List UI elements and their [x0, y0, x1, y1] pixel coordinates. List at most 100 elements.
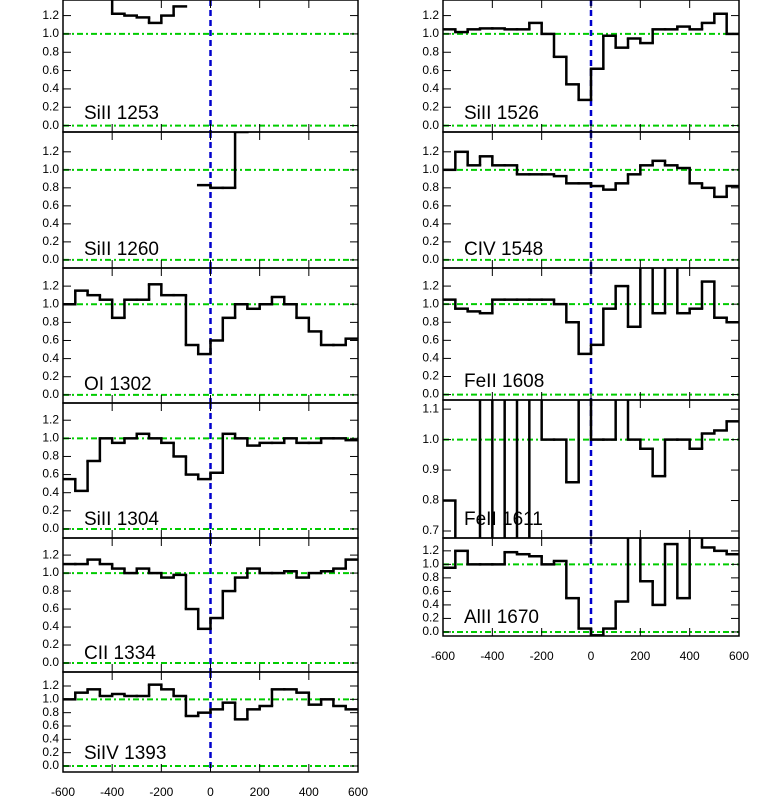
y-tick-label: 0.2	[42, 99, 59, 113]
y-tick-label: 0.6	[42, 63, 59, 77]
y-tick-label: 0.2	[42, 234, 59, 248]
y-tick-label: 0.0	[422, 387, 439, 401]
y-tick-label: 0.8	[42, 583, 59, 597]
x-tick-label: -200	[149, 785, 173, 799]
y-tick-label: 0.6	[42, 333, 59, 347]
panel	[443, 400, 739, 538]
y-tick-label: 0.0	[422, 118, 439, 132]
y-tick-label: 0.6	[422, 63, 439, 77]
y-tick-label: 0.2	[42, 369, 59, 383]
y-tick-label: 0.0	[422, 624, 439, 638]
y-tick-label: 0.4	[42, 81, 59, 95]
x-tick-label: 0	[207, 785, 214, 799]
y-tick-label: 0.6	[422, 584, 439, 598]
panel	[63, 538, 358, 672]
y-tick-label: 1.2	[42, 8, 59, 22]
y-tick-label: 0.9	[422, 462, 439, 476]
x-tick-label: 0	[588, 649, 595, 663]
y-tick-label: 0.0	[42, 252, 59, 266]
y-tick-label: 0.8	[422, 314, 439, 328]
y-tick-label: 1.0	[422, 162, 439, 176]
y-tick-label: 0.8	[422, 570, 439, 584]
y-tick-label: 1.0	[42, 431, 59, 445]
y-tick-label: 0.8	[422, 493, 439, 507]
x-tick-label: -200	[530, 649, 554, 663]
y-tick-label: 1.2	[422, 144, 439, 158]
y-tick-label: 0.0	[42, 387, 59, 401]
panel	[443, 268, 739, 400]
y-tick-label: 0.6	[42, 467, 59, 481]
line-label: SiIV 1393	[84, 743, 166, 764]
line-label: CIV 1548	[464, 239, 543, 260]
y-tick-label: 0.2	[422, 611, 439, 625]
y-tick-label: 0.4	[42, 619, 59, 633]
line-label: CII 1334	[84, 643, 156, 664]
y-tick-label: 0.7	[422, 523, 439, 537]
line-label: SiII 1260	[84, 239, 159, 260]
y-tick-label: 1.0	[42, 162, 59, 176]
y-tick-label: 0.0	[42, 758, 59, 772]
y-tick-label: 0.2	[422, 99, 439, 113]
x-tick-label: -400	[480, 649, 504, 663]
y-tick-label: 1.0	[42, 565, 59, 579]
y-tick-label: 0.4	[42, 732, 59, 746]
y-tick-label: 0.2	[42, 503, 59, 517]
y-tick-label: 0.2	[422, 369, 439, 383]
x-tick-label: -400	[100, 785, 124, 799]
y-tick-label: 1.1	[422, 401, 439, 415]
y-tick-label: 0.6	[42, 601, 59, 615]
line-label: FeII 1608	[464, 371, 544, 392]
y-tick-label: 1.0	[42, 296, 59, 310]
panel	[443, 0, 739, 132]
y-tick-label: 1.2	[42, 144, 59, 158]
y-tick-label: 0.8	[42, 315, 59, 329]
y-tick-label: 0.4	[422, 216, 439, 230]
y-tick-label: 1.0	[422, 296, 439, 310]
y-tick-label: 0.4	[42, 485, 59, 499]
y-tick-label: 0.8	[42, 44, 59, 58]
y-tick-label: 1.0	[422, 557, 439, 571]
x-tick-label: 600	[729, 649, 749, 663]
y-tick-label: 0.0	[42, 521, 59, 535]
y-tick-label: 0.8	[422, 44, 439, 58]
panel	[443, 132, 739, 268]
y-tick-label: 1.2	[42, 278, 59, 292]
y-tick-label: 0.8	[42, 705, 59, 719]
y-tick-label: 0.6	[422, 333, 439, 347]
y-tick-label: 0.6	[422, 198, 439, 212]
line-label: SiII 1526	[464, 103, 539, 124]
x-tick-label: -600	[51, 785, 75, 799]
y-tick-label: 0.8	[42, 449, 59, 463]
y-tick-label: 0.2	[422, 234, 439, 248]
y-tick-label: 0.0	[422, 252, 439, 266]
y-tick-label: 1.0	[422, 26, 439, 40]
y-tick-label: 0.0	[42, 655, 59, 669]
y-tick-label: 0.4	[42, 216, 59, 230]
line-label: SiII 1304	[84, 509, 159, 530]
y-tick-label: 1.0	[42, 692, 59, 706]
y-tick-label: 0.4	[422, 81, 439, 95]
y-tick-label: 0.8	[422, 180, 439, 194]
y-tick-label: 1.2	[42, 412, 59, 426]
y-tick-label: 1.2	[422, 278, 439, 292]
y-tick-label: 1.2	[422, 8, 439, 22]
x-tick-label: 200	[630, 649, 650, 663]
x-tick-label: 400	[680, 649, 700, 663]
y-tick-label: 1.2	[42, 678, 59, 692]
y-tick-label: 1.0	[422, 432, 439, 446]
panel	[63, 403, 358, 538]
y-tick-label: 0.2	[42, 637, 59, 651]
y-tick-label: 0.6	[42, 718, 59, 732]
y-tick-label: 1.0	[42, 26, 59, 40]
y-tick-label: 0.0	[42, 118, 59, 132]
x-tick-label: -600	[431, 649, 455, 663]
x-tick-label: 600	[348, 785, 368, 799]
y-tick-label: 0.4	[422, 351, 439, 365]
y-tick-label: 0.6	[42, 198, 59, 212]
y-tick-label: 0.2	[42, 745, 59, 759]
x-tick-label: 400	[299, 785, 319, 799]
x-tick-label: 200	[250, 785, 270, 799]
panel	[63, 672, 358, 772]
line-label: OI 1302	[84, 374, 152, 395]
